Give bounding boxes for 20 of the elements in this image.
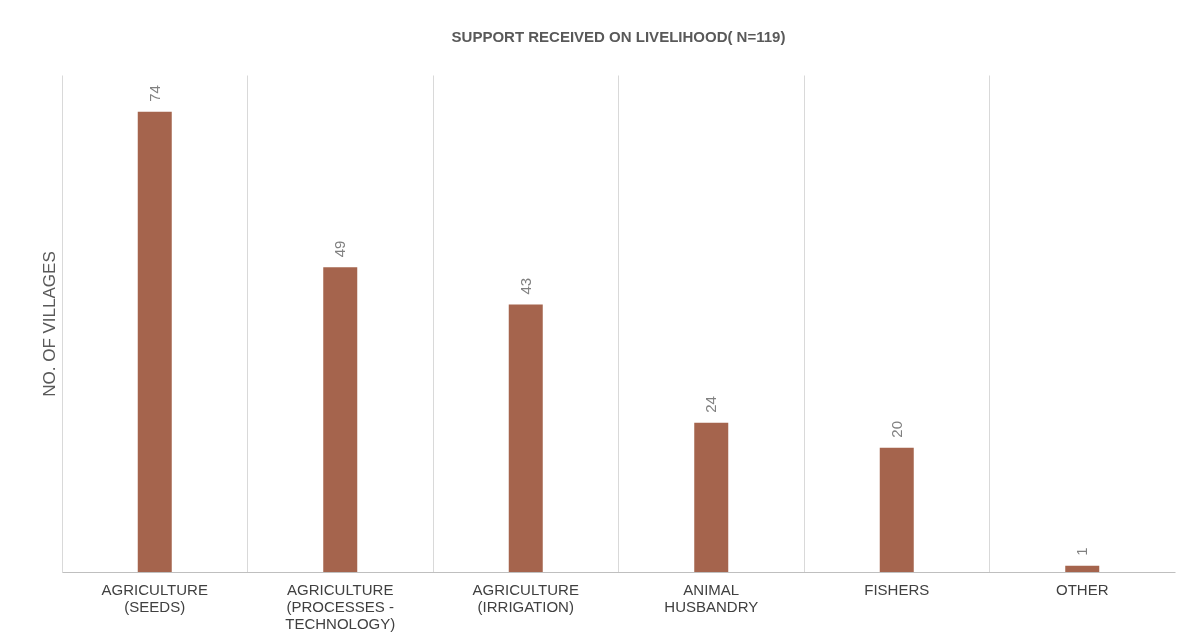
y-axis-title: NO. OF VILLAGES (39, 251, 59, 397)
x-tick-label: FISHERS (864, 580, 930, 598)
data-label: 1 (1073, 547, 1091, 556)
x-tick-label: ANIMAL HUSBANDRY (664, 580, 759, 615)
bar (323, 267, 358, 572)
bar (137, 111, 172, 572)
data-label: 20 (887, 420, 905, 438)
x-tick-label: AGRICULTURE (PROCESSES - TECHNOLOGY) (285, 580, 396, 632)
data-label: 43 (516, 277, 534, 295)
bar (879, 447, 914, 572)
x-tick-label: OTHER (1056, 580, 1109, 598)
x-tick-label: AGRICULTURE (SEEDS) (101, 580, 208, 615)
chart-title: SUPPORT RECEIVED ON LIVELIHOOD( N=119) (451, 28, 786, 45)
data-label: 49 (331, 240, 349, 258)
data-label: 74 (145, 85, 163, 102)
bar (508, 304, 543, 572)
bar (1065, 565, 1100, 572)
bar (694, 422, 729, 572)
x-tick-label: AGRICULTURE (IRRIGATION) (472, 580, 579, 615)
data-label: 24 (702, 396, 720, 413)
